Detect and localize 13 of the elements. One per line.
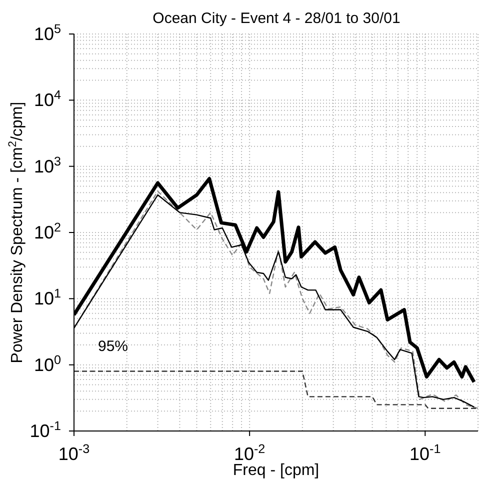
y-tick-label: 10$^{-1}$ [30, 419, 61, 441]
y-tick-label: 10$^{5}$ [34, 22, 61, 44]
x-tick-label: 10$^{-1}$ [410, 442, 441, 464]
x-tick-label: 10$^{-2}$ [234, 442, 266, 464]
y-tick-label: 10$^{2}$ [34, 220, 61, 242]
x-tick-label: 10$^{-3}$ [58, 442, 90, 464]
annotation: 95% [98, 338, 128, 355]
y-tick-label: 10$^{1}$ [34, 286, 61, 309]
x-axis-title: Freq - [cpm] [232, 462, 320, 479]
y-tick-label: 10$^{3}$ [34, 154, 61, 176]
y-tick-label: 10$^{4}$ [34, 88, 61, 110]
y-tick-label: 10$^{0}$ [34, 352, 61, 375]
chart-title: Ocean City - Event 4 - 28/01 to 30/01 [152, 10, 402, 27]
